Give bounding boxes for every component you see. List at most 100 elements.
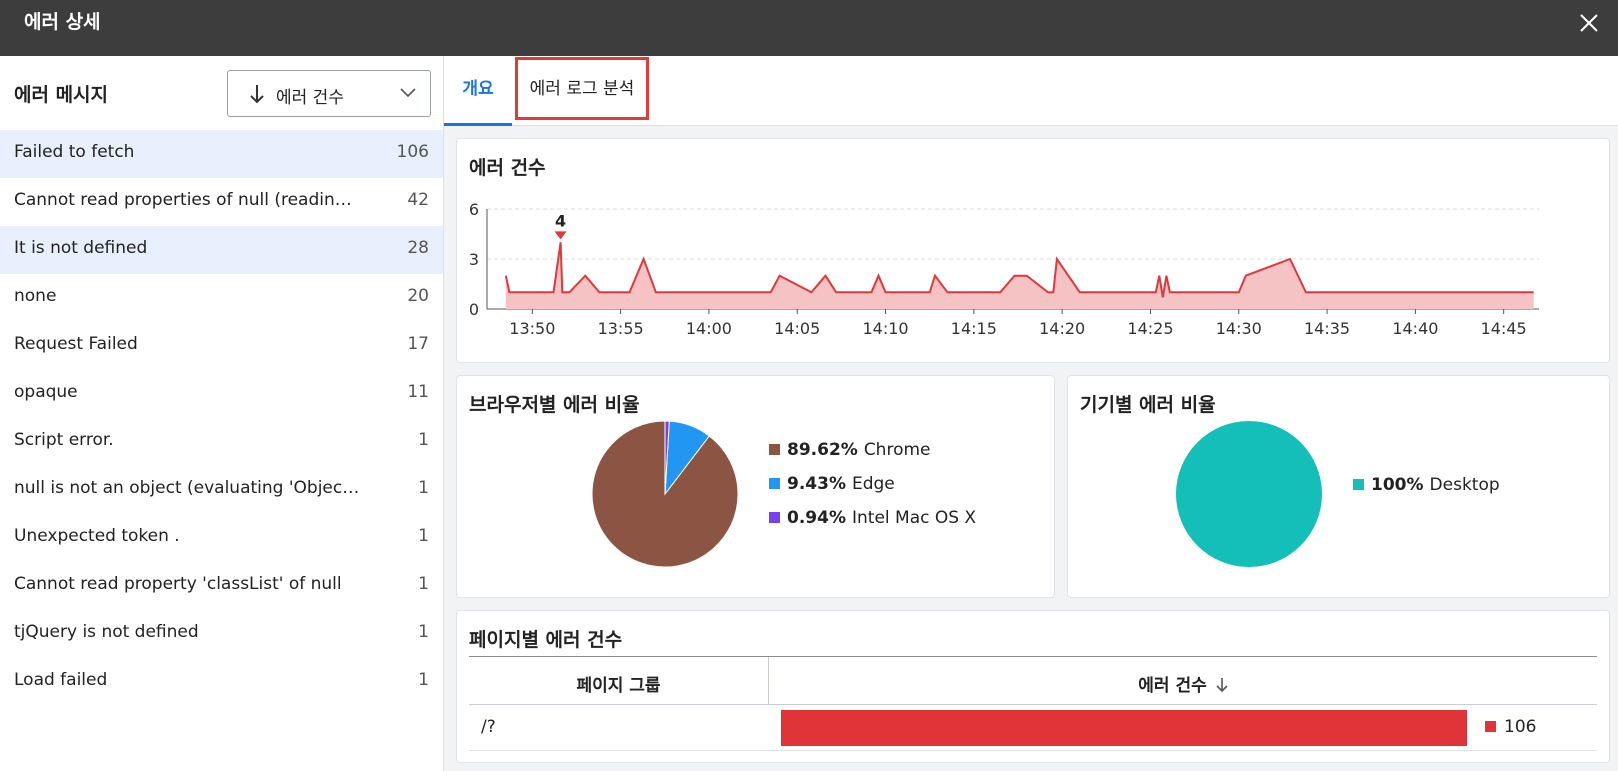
error-message-text: opaque <box>14 382 78 402</box>
list-item[interactable]: Request Failed 17 <box>0 322 443 370</box>
pie-slice-desktop[interactable] <box>1176 421 1322 567</box>
error-count-bar-track <box>781 710 1467 746</box>
column-divider <box>768 657 769 705</box>
x-tick-label: 13:50 <box>509 319 555 338</box>
panel-heading: 에러 메시지 <box>14 84 109 106</box>
error-count-bar <box>781 710 1467 746</box>
error-message-panel: 에러 메시지 에러 건수 Failed to fetch 106 Cannot re… <box>0 56 444 771</box>
legend-item[interactable]: 9.43% Edge <box>769 474 976 508</box>
page-error-table: 페이지 그룹 에러 건수 /? 106 <box>469 656 1597 752</box>
page-group-value: /? <box>481 717 496 737</box>
sort-select[interactable]: 에러 건수 <box>227 70 431 117</box>
error-message-count: 20 <box>407 286 429 306</box>
error-count-card: 에러 건수 0 3 6 13:50 13:55 14:00 14:05 14:10 14:15 1… <box>456 138 1610 363</box>
legend-label: Intel Mac OS X <box>851 508 977 528</box>
title-bar: 에러 상세 <box>0 0 1618 56</box>
col-error-count[interactable]: 에러 건수 <box>769 671 1597 696</box>
error-message-count: 42 <box>407 190 429 210</box>
error-message-count: 28 <box>407 238 429 258</box>
legend-item[interactable]: 0.94% Intel Mac OS X <box>769 508 976 542</box>
sort-label: 에러 건수 <box>276 88 344 108</box>
error-message-count: 1 <box>418 670 429 690</box>
legend-swatch <box>1353 479 1364 490</box>
legend-label: Edge <box>851 474 895 494</box>
list-item[interactable]: Script error. 1 <box>0 418 443 466</box>
pie-slice-intel-mac-os-x[interactable] <box>664 420 670 495</box>
error-message-text: Request Failed <box>14 334 138 354</box>
table-row[interactable]: /? 106 <box>469 705 1597 751</box>
browser-pie-chart <box>591 420 739 568</box>
list-item[interactable]: Cannot read property 'classList' of null… <box>0 562 443 610</box>
error-message-text: null is not an object (evaluating 'Objec… <box>14 478 360 498</box>
error-message-list: Failed to fetch 106 Cannot read properties… <box>0 130 443 706</box>
device-legend: 100% Desktop <box>1353 475 1500 509</box>
error-message-text: Cannot read property 'classList' of null <box>14 574 342 594</box>
peak-marker <box>554 231 567 240</box>
y-tick-label: 6 <box>469 200 479 219</box>
error-message-count: 1 <box>418 622 429 642</box>
card-title: 페이지별 에러 건수 <box>469 629 623 651</box>
error-message-text: Load failed <box>14 670 108 690</box>
tab-error-log-analysis[interactable]: 에러 로그 분석 <box>529 79 635 99</box>
legend-label: Desktop <box>1429 475 1500 495</box>
arrow-down-icon <box>250 85 264 104</box>
error-message-count: 1 <box>418 430 429 450</box>
x-tick-label: 14:05 <box>774 319 820 338</box>
col-error-count-label: 에러 건수 <box>1138 676 1207 696</box>
list-item[interactable]: It is not defined 28 <box>0 226 443 274</box>
error-message-text: It is not defined <box>14 238 148 258</box>
window-title: 에러 상세 <box>24 11 101 33</box>
error-message-text: Unexpected token . <box>14 526 180 546</box>
error-message-text: Failed to fetch <box>14 142 135 162</box>
legend-swatch <box>769 478 780 489</box>
list-item[interactable]: opaque 11 <box>0 370 443 418</box>
error-message-count: 106 <box>396 142 429 162</box>
legend-percent: 0.94% <box>787 508 846 528</box>
error-message-count: 11 <box>407 382 429 402</box>
x-tick-label: 14:15 <box>951 319 997 338</box>
legend-swatch <box>769 444 780 455</box>
card-title: 에러 건수 <box>469 157 546 179</box>
list-item[interactable]: Load failed 1 <box>0 658 443 706</box>
y-tick-label: 3 <box>469 250 479 269</box>
legend-swatch <box>1485 721 1496 732</box>
browser-legend: 89.62% Chrome 9.43% Edge 0.94% Intel Mac OS X <box>769 440 976 542</box>
peak-label: 4 <box>555 211 566 230</box>
legend-label: Chrome <box>863 440 931 460</box>
error-message-text: none <box>14 286 57 306</box>
page-error-card: 페이지별 에러 건수 페이지 그룹 에러 건수 /? 106 <box>456 610 1610 763</box>
error-message-text: Cannot read properties of null (readin… <box>14 190 352 210</box>
list-item[interactable]: Failed to fetch 106 <box>0 130 443 178</box>
legend-percent: 100% <box>1371 475 1424 495</box>
x-tick-label: 13:55 <box>598 319 644 338</box>
list-item[interactable]: none 20 <box>0 274 443 322</box>
y-tick-label: 0 <box>469 300 479 319</box>
error-message-count: 17 <box>407 334 429 354</box>
error-message-count: 1 <box>418 526 429 546</box>
error-count-chart: 0 3 6 13:50 13:55 14:00 14:05 14:10 14:15 14:20 14… <box>469 200 1539 338</box>
x-tick-label: 14:40 <box>1392 319 1438 338</box>
legend-item[interactable]: 89.62% Chrome <box>769 440 976 474</box>
error-message-text: Script error. <box>14 430 114 450</box>
tab-overview[interactable]: 개요 <box>444 56 512 126</box>
list-item[interactable]: Cannot read properties of null (readin… 4… <box>0 178 443 226</box>
close-icon[interactable] <box>1574 8 1604 38</box>
legend-swatch <box>769 512 780 523</box>
x-tick-label: 14:45 <box>1481 319 1527 338</box>
legend-percent: 89.62% <box>787 440 858 460</box>
list-item[interactable]: null is not an object (evaluating 'Objec… <box>0 466 443 514</box>
x-tick-label: 14:35 <box>1304 319 1350 338</box>
list-item[interactable]: tjQuery is not defined 1 <box>0 610 443 658</box>
panel-header: 에러 메시지 에러 건수 <box>0 56 444 130</box>
x-tick-label: 14:00 <box>686 319 732 338</box>
device-pie-chart <box>1176 421 1322 567</box>
col-page-group[interactable]: 페이지 그룹 <box>576 676 661 696</box>
x-tick-label: 14:20 <box>1039 319 1085 338</box>
x-tick-label: 14:25 <box>1127 319 1173 338</box>
chevron-down-icon <box>400 88 416 98</box>
legend-item[interactable]: 100% Desktop <box>1353 475 1500 509</box>
list-item[interactable]: Unexpected token . 1 <box>0 514 443 562</box>
series-line[interactable] <box>504 242 1534 298</box>
card-title: 기기별 에러 비율 <box>1080 394 1216 416</box>
legend-percent: 9.43% <box>787 474 846 494</box>
